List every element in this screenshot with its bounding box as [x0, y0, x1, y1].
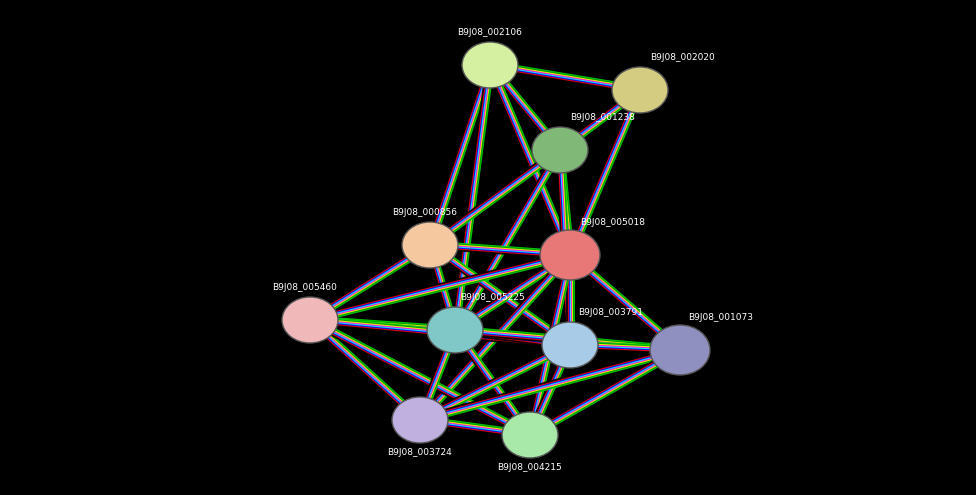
Text: B9J08_001073: B9J08_001073 — [688, 313, 753, 322]
Text: B9J08_001238: B9J08_001238 — [570, 113, 634, 122]
Text: B9J08_003791: B9J08_003791 — [578, 308, 643, 317]
Ellipse shape — [612, 67, 668, 113]
Ellipse shape — [392, 397, 448, 443]
Ellipse shape — [427, 307, 483, 353]
Ellipse shape — [462, 42, 518, 88]
Text: B9J08_003724: B9J08_003724 — [387, 448, 452, 457]
Text: B9J08_004215: B9J08_004215 — [498, 463, 562, 472]
Text: B9J08_005018: B9J08_005018 — [580, 218, 645, 227]
Text: B9J08_005225: B9J08_005225 — [460, 293, 525, 302]
Ellipse shape — [502, 412, 558, 458]
Text: B9J08_005460: B9J08_005460 — [272, 283, 338, 292]
Text: B9J08_002106: B9J08_002106 — [458, 28, 522, 37]
Ellipse shape — [650, 325, 710, 375]
Text: B9J08_000856: B9J08_000856 — [392, 208, 458, 217]
Ellipse shape — [402, 222, 458, 268]
Ellipse shape — [532, 127, 588, 173]
Ellipse shape — [542, 322, 598, 368]
Ellipse shape — [282, 297, 338, 343]
Ellipse shape — [540, 230, 600, 280]
Text: B9J08_002020: B9J08_002020 — [650, 53, 714, 62]
